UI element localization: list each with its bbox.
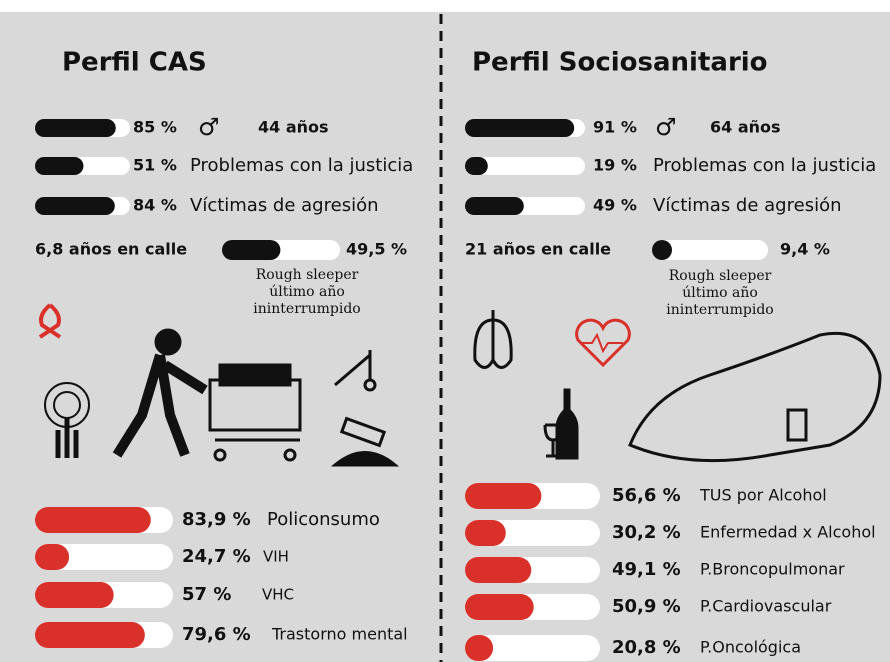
stat-symbol: ♂	[198, 113, 220, 141]
street-note: ininterrumpido	[253, 301, 360, 317]
left-title: Perfil CAS	[62, 48, 207, 78]
stat-text: Víctimas de agresión	[653, 195, 842, 216]
bar-fill	[465, 635, 493, 661]
bar-fill	[35, 157, 83, 175]
health-value: 24,7 %	[182, 546, 251, 567]
health-text: Enfermedad x Alcohol	[700, 523, 876, 542]
bar-fill	[465, 520, 506, 546]
stat-value: 19 %	[593, 156, 637, 175]
stat-value: 51 %	[133, 156, 177, 175]
bar-fill	[465, 119, 574, 137]
health-text: Trastorno mental	[271, 625, 408, 644]
health-value: 49,1 %	[612, 559, 681, 580]
stat-text: 44 años	[258, 118, 329, 137]
health-text: VHC	[262, 586, 294, 604]
street-years: 21 años en calle	[465, 240, 611, 259]
bar-fill	[222, 240, 280, 260]
stat-value: 85 %	[133, 118, 177, 137]
stat-value: 91 %	[593, 118, 637, 137]
health-value: 79,6 %	[182, 624, 251, 645]
health-text: P.Oncológica	[700, 638, 801, 657]
health-text: TUS por Alcohol	[699, 486, 827, 505]
bar-fill	[35, 544, 69, 570]
health-value: 83,9 %	[182, 509, 251, 530]
stat-value: 49 %	[593, 196, 637, 215]
health-value: 57 %	[182, 584, 231, 605]
top-strip	[0, 0, 890, 12]
street-note: último año	[682, 285, 758, 301]
health-text: VIH	[263, 548, 289, 566]
bar-fill	[35, 119, 116, 137]
street-value: 9,4 %	[780, 240, 830, 259]
health-value: 30,2 %	[612, 522, 681, 543]
bar-fill	[465, 594, 534, 620]
health-text: P.Cardiovascular	[700, 597, 832, 616]
right-title: Perfil Sociosanitario	[472, 48, 768, 78]
health-value: 56,6 %	[612, 485, 681, 506]
bar-fill	[465, 157, 488, 175]
health-value: 20,8 %	[612, 637, 681, 658]
bar-fill	[652, 240, 672, 260]
street-value: 49,5 %	[346, 240, 407, 259]
stat-value: 84 %	[133, 196, 177, 215]
bar-fill	[35, 582, 114, 608]
bar-fill	[35, 622, 145, 648]
stat-symbol: ♂	[655, 113, 677, 141]
street-note: último año	[269, 284, 345, 300]
stat-text: Víctimas de agresión	[190, 195, 379, 216]
stat-text: Problemas con la justicia	[190, 155, 413, 176]
health-text: Policonsumo	[267, 509, 380, 530]
bar-fill	[465, 197, 524, 215]
street-note: Rough sleeper	[669, 268, 772, 284]
stat-text: Problemas con la justicia	[653, 155, 876, 176]
stat-text: 64 años	[710, 118, 781, 137]
infographic: Perfil CAS Perfil Sociosanitario 85 % ♂ 44…	[0, 0, 890, 662]
street-years: 6,8 años en calle	[35, 240, 187, 259]
health-text: P.Broncopulmonar	[700, 560, 845, 579]
street-note: Rough sleeper	[256, 267, 359, 283]
bar-fill	[35, 507, 151, 533]
street-note: ininterrumpido	[666, 302, 773, 318]
health-value: 50,9 %	[612, 596, 681, 617]
bar-fill	[465, 557, 531, 583]
bar-fill	[465, 483, 541, 509]
bar-fill	[35, 197, 115, 215]
